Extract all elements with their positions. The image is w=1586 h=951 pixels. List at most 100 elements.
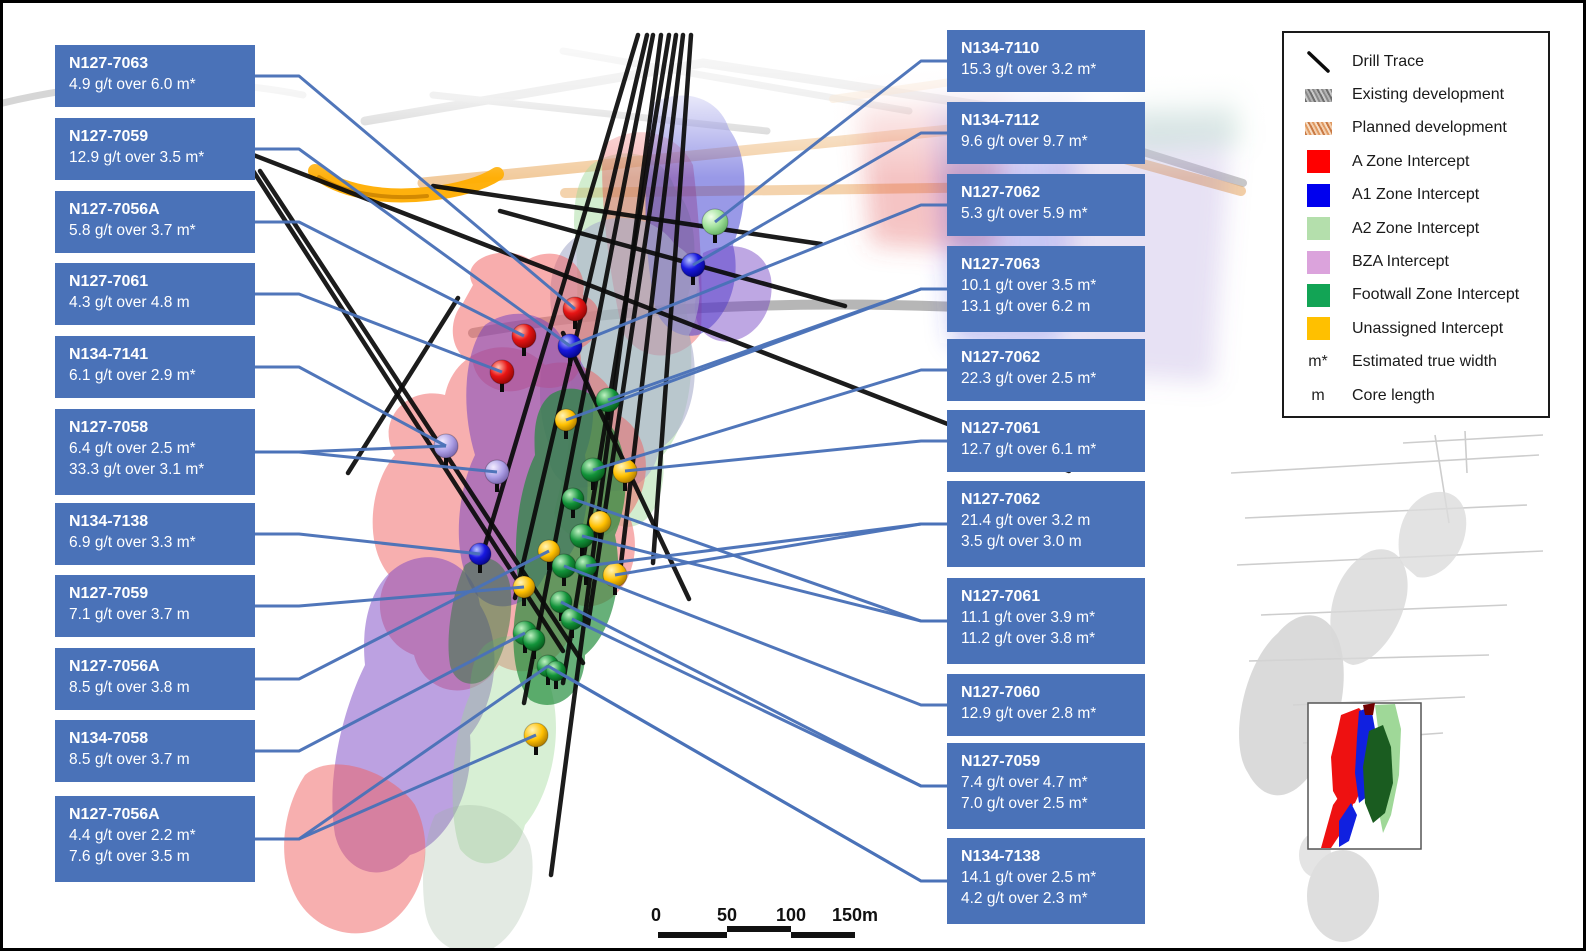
bottom-haze: [423, 805, 533, 948]
leader-line-N134-7112: [692, 131, 947, 267]
legend-label: Planned development: [1352, 119, 1507, 137]
legend-item: Drill Trace: [1284, 45, 1548, 78]
intercept-label-N127-7059: N127-7059 7.1 g/t over 3.7 m: [55, 575, 255, 637]
leader-line-N127-7059: [571, 617, 947, 788]
inset-map: [1307, 702, 1422, 850]
zone-color-swatch: [1292, 250, 1344, 274]
intercept-value: 7.4 g/t over 4.7 m*: [961, 774, 1088, 791]
intercept-sphere-un: [588, 510, 612, 534]
intercept-value: 14.1 g/t over 2.5 m*: [961, 869, 1097, 886]
intercept-label-N134-7110: N134-7110 15.3 g/t over 3.2 m*: [947, 30, 1145, 92]
intercept-label-N127-7062: N127-7062 22.3 g/t over 2.5 m*: [947, 339, 1145, 401]
leader-line-N127-7062: [569, 203, 947, 348]
hole-id: N127-7056A: [69, 806, 160, 823]
hole-id: N127-7062: [961, 491, 1041, 508]
intercept-label-N127-7056A: N127-7056A 8.5 g/t over 3.8 m: [55, 648, 255, 710]
intercept-label-N127-7058: N127-7058 6.4 g/t over 2.5 m* 33.3 g/t ove…: [55, 409, 255, 495]
intercept-label-N127-7061: N127-7061 12.7 g/t over 6.1 m*: [947, 410, 1145, 472]
legend: Drill Trace Existing development Planned d…: [1282, 31, 1550, 418]
hole-id: N134-7138: [961, 848, 1041, 865]
leader-line-N127-7060: [563, 564, 947, 707]
intercept-value: 4.3 g/t over 4.8 m: [69, 294, 190, 311]
legend-label: Estimated true width: [1352, 353, 1497, 371]
purple-upper-lobe: [694, 246, 772, 342]
drill-trace: [345, 295, 461, 476]
legend-label: Footwall Zone Intercept: [1352, 286, 1520, 304]
intercept-value: 15.3 g/t over 3.2 m*: [961, 61, 1097, 78]
existing-development-swatch: [1292, 88, 1344, 102]
intercept-value: 21.4 g/t over 3.2 m: [961, 512, 1091, 529]
leader-line-N127-7056A: [255, 549, 550, 681]
legend-label: BZA Intercept: [1352, 253, 1449, 271]
leader-line-N134-7058: [255, 631, 526, 753]
intercept-value: 5.8 g/t over 3.7 m*: [69, 222, 196, 239]
leader-line-N127-7061: [255, 292, 503, 374]
inset-dark-top: [1363, 703, 1375, 715]
hole-id: N127-7059: [69, 585, 149, 602]
planned-development-swatch: [1292, 121, 1344, 135]
intercept-value: 9.6 g/t over 9.7 m*: [961, 133, 1088, 150]
drill-trace: [430, 183, 824, 247]
scale-bar-segment: [658, 932, 727, 938]
scale-bar-segment: [791, 932, 855, 938]
zone-color-swatch: [1292, 317, 1344, 341]
intercept-label-N127-7059: N127-7059 12.9 g/t over 3.5 m*: [55, 118, 255, 180]
legend-item: Existing development: [1284, 78, 1548, 111]
legend-label: Drill Trace: [1352, 52, 1425, 70]
leader-line-N127-7063: [255, 74, 576, 311]
legend-label: Existing development: [1352, 86, 1505, 104]
scale-tick: 50: [717, 905, 737, 925]
intercept-value: 4.2 g/t over 2.3 m*: [961, 890, 1088, 907]
intercept-label-N127-7063: N127-7063 4.9 g/t over 6.0 m*: [55, 45, 255, 107]
hole-id: N134-7110: [961, 40, 1040, 57]
hole-id: N127-7061: [961, 420, 1041, 437]
intercept-value: 12.7 g/t over 6.1 m*: [961, 441, 1097, 458]
inset-footwall-zone: [1363, 725, 1393, 823]
inset-a1-zone-lower: [1339, 803, 1357, 847]
intercept-value: 7.6 g/t over 3.5 m: [69, 848, 190, 865]
hole-id: N134-7141: [69, 346, 149, 363]
legend-label: Core length: [1352, 386, 1435, 404]
intercept-value: 5.3 g/t over 5.9 m*: [961, 205, 1088, 222]
drill-trace: [650, 32, 694, 566]
hole-id: N127-7063: [961, 256, 1041, 273]
leader-line-N127-7056A: [255, 664, 549, 841]
inset-a-zone-lower: [1321, 785, 1353, 848]
hole-id: N127-7056A: [69, 658, 160, 675]
intercept-label-N127-7060: N127-7060 12.9 g/t over 2.8 m*: [947, 674, 1145, 736]
leader-line-N134-7138: [255, 532, 481, 556]
intercept-value: 7.1 g/t over 3.7 m: [69, 606, 190, 623]
hole-id: N134-7058: [69, 730, 149, 747]
legend-item: Footwall Zone Intercept: [1284, 279, 1548, 312]
hole-id: N127-7058: [69, 419, 149, 436]
leader-line-N127-7058: [255, 444, 447, 454]
a-zone-lower-tail: [284, 764, 426, 934]
zone-color-swatch: [1292, 150, 1344, 174]
intercept-label-N134-7112: N134-7112 9.6 g/t over 9.7 m*: [947, 102, 1145, 164]
intercept-value: 12.9 g/t over 3.5 m*: [69, 149, 205, 166]
intercept-value: 6.1 g/t over 2.9 m*: [69, 367, 196, 384]
legend-item: A Zone Intercept: [1284, 145, 1548, 178]
intercept-value: 8.5 g/t over 3.7 m: [69, 751, 190, 768]
intercept-label-N127-7056A: N127-7056A 5.8 g/t over 3.7 m*: [55, 191, 255, 253]
leader-line-N127-7062: [585, 522, 947, 568]
intercept-label-N134-7141: N134-7141 6.1 g/t over 2.9 m*: [55, 336, 255, 398]
hole-id: N127-7062: [961, 349, 1041, 366]
intercept-value: 4.9 g/t over 6.0 m*: [69, 76, 196, 93]
leader-line-N127-7061: [572, 497, 947, 623]
drill-trace: [548, 32, 664, 878]
intercept-value: 11.2 g/t over 3.8 m*: [961, 630, 1096, 647]
leader-line-N127-7062: [592, 368, 947, 472]
scale-tick: 100: [776, 905, 806, 925]
intercept-label-N127-7056A: N127-7056A 4.4 g/t over 2.2 m* 7.6 g/t ove…: [55, 796, 255, 882]
scale-bar-segment: [727, 926, 791, 932]
intercept-label-N134-7138: N134-7138 6.9 g/t over 3.3 m*: [55, 503, 255, 565]
intercept-label-N127-7061: N127-7061 4.3 g/t over 4.8 m: [55, 263, 255, 325]
intercept-value: 22.3 g/t over 2.5 m*: [961, 370, 1097, 387]
legend-item: Unassigned Intercept: [1284, 312, 1548, 345]
intercept-value: 11.1 g/t over 3.9 m*: [961, 609, 1096, 626]
hole-id: N127-7056A: [69, 201, 160, 218]
legend-item: A1 Zone Intercept: [1284, 179, 1548, 212]
scale-bar: 0 50 100 150m: [651, 905, 878, 938]
